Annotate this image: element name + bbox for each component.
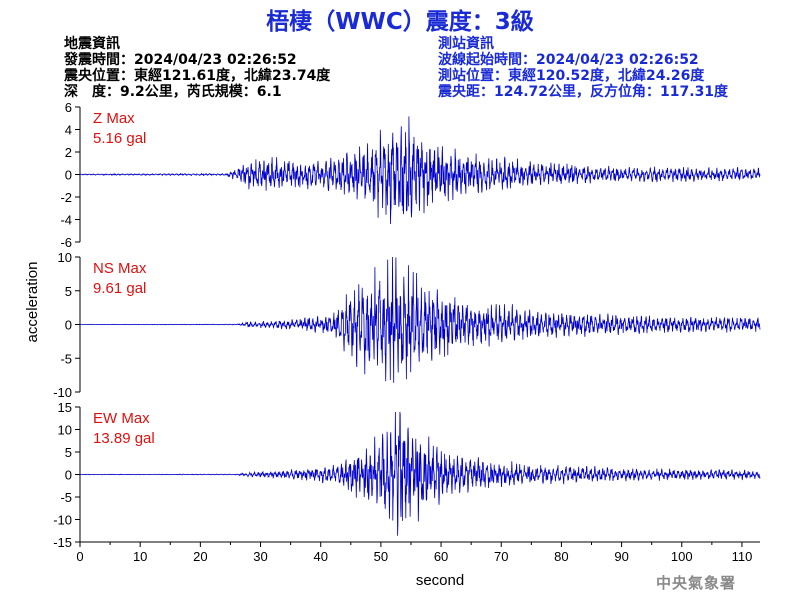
y-tick-label: -2 xyxy=(60,190,72,205)
y-tick-label: 0 xyxy=(65,468,72,483)
y-tick-label: -4 xyxy=(60,213,72,228)
x-tick-label: 100 xyxy=(671,549,693,564)
earthquake-info: 地震資訊 發震時間：2024/04/23 02:26:52 震央位置：東經121… xyxy=(64,36,330,100)
y-tick-label: -5 xyxy=(60,490,72,505)
agency-name: 中央氣象署 xyxy=(656,574,737,592)
x-tick-label: 40 xyxy=(313,549,327,564)
depth-magnitude: 深 度：9.2公里，芮氏規模：6.1 xyxy=(64,84,282,100)
y-tick-label: 0 xyxy=(65,318,72,333)
waveform-z xyxy=(79,116,761,225)
epicenter-location: 震央位置：東經121.61度，北緯23.74度 xyxy=(64,68,331,84)
x-tick-label: 20 xyxy=(193,549,207,564)
y-tick-label: 10 xyxy=(58,423,72,438)
waveform-ew xyxy=(80,411,761,536)
ns-max-title: NS Max xyxy=(93,260,147,277)
y-tick-label: 10 xyxy=(58,250,72,265)
earthquake-info-heading: 地震資訊 xyxy=(64,36,120,52)
epicentral-distance: 震央距：124.72公里，反方位角：117.31度 xyxy=(438,84,729,100)
y-tick-label: 5 xyxy=(65,284,72,299)
station-info-heading: 測站資訊 xyxy=(438,36,494,52)
y-tick-label: 2 xyxy=(65,145,72,160)
x-tick-label: 90 xyxy=(614,549,628,564)
ew-max-value: 13.89 gal xyxy=(93,430,155,447)
x-tick-label: 110 xyxy=(732,549,753,564)
x-tick-label: 60 xyxy=(434,549,448,564)
waveform-start-time: 波線起始時間：2024/04/23 02:26:52 xyxy=(438,52,699,68)
x-tick-label: 10 xyxy=(133,549,147,564)
y-tick-label: -10 xyxy=(53,385,72,400)
y-tick-label: 15 xyxy=(58,400,72,415)
y-axis-label: acceleration xyxy=(24,262,41,343)
z-max-title: Z Max xyxy=(93,110,135,127)
station-info: 測站資訊 波線起始時間：2024/04/23 02:26:52 測站位置：東經1… xyxy=(438,36,728,100)
y-tick-label: 6 xyxy=(65,100,72,115)
z-max-value: 5.16 gal xyxy=(93,130,146,147)
x-tick-label: 50 xyxy=(374,549,388,564)
x-tick-label: 0 xyxy=(76,549,83,564)
y-tick-label: -5 xyxy=(60,351,72,366)
y-tick-label: 0 xyxy=(65,168,72,183)
y-tick-label: 5 xyxy=(65,445,72,460)
chart-title: 梧棲（WWC）震度：3級 xyxy=(266,9,534,35)
y-tick-label: -15 xyxy=(53,535,72,550)
ns-max-value: 9.61 gal xyxy=(93,280,146,297)
x-axis-label: second xyxy=(416,572,464,589)
ew-max-title: EW Max xyxy=(93,410,150,427)
y-tick-label: -10 xyxy=(53,513,72,528)
x-tick-label: 70 xyxy=(494,549,508,564)
x-tick-label: 30 xyxy=(253,549,267,564)
origin-time: 發震時間：2024/04/23 02:26:52 xyxy=(64,52,297,68)
y-tick-label: -6 xyxy=(60,235,72,250)
waveform-ns xyxy=(80,256,761,383)
station-location: 測站位置：東經120.52度，北緯24.26度 xyxy=(438,68,705,84)
y-tick-label: 4 xyxy=(65,123,72,138)
x-tick-label: 80 xyxy=(554,549,568,564)
